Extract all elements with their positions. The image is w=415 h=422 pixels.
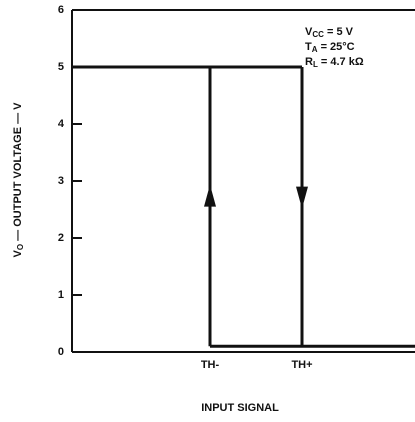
y-tick-label: 1 xyxy=(58,289,64,301)
y-tick-label: 0 xyxy=(58,346,64,358)
annotation-subscript: CC xyxy=(312,30,324,39)
x-tick-label: TH- xyxy=(201,359,220,371)
y-axis-label: VO — OUTPUT VOLTAGE — V xyxy=(12,102,25,258)
annotation-symbol: R xyxy=(305,56,313,68)
annotation-subscript: A xyxy=(312,45,318,54)
annotation-value: = 25°C xyxy=(318,41,355,53)
annotation: VCC = 5 V xyxy=(305,26,354,39)
annotation-symbol: T xyxy=(305,41,312,53)
annotation-value: = 5 V xyxy=(324,26,354,38)
x-tick-label: TH+ xyxy=(291,359,312,371)
y-tick-label: 4 xyxy=(58,118,65,130)
y-tick-label: 5 xyxy=(58,61,64,73)
up-arrow xyxy=(204,184,216,207)
annotation-value: = 4.7 kΩ xyxy=(318,56,364,68)
y-tick-label: 3 xyxy=(58,175,64,187)
annotation: TA = 25°C xyxy=(305,41,355,54)
annotation: RL = 4.7 kΩ xyxy=(305,56,364,69)
down-arrow xyxy=(296,186,308,209)
annotation-subscript: L xyxy=(313,60,318,69)
y-tick-label: 2 xyxy=(58,232,64,244)
annotation-symbol: V xyxy=(305,26,313,38)
x-axis-label: INPUT SIGNAL xyxy=(201,402,279,414)
y-tick-label: 6 xyxy=(58,4,64,16)
